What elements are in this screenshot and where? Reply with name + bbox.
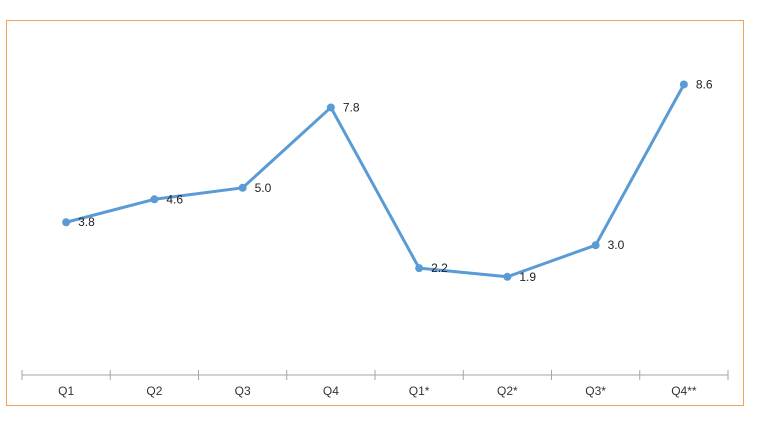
data-point xyxy=(679,80,688,89)
x-tick-label: Q2 xyxy=(146,384,162,398)
data-label: 7.8 xyxy=(343,100,360,114)
x-tick-label: Q1* xyxy=(409,384,430,398)
data-points xyxy=(62,80,688,281)
data-label: 1.9 xyxy=(519,270,536,284)
data-label: 4.6 xyxy=(166,192,183,206)
data-point xyxy=(415,264,424,273)
x-tick-label: Q4** xyxy=(671,384,697,398)
data-point xyxy=(326,103,335,112)
data-point xyxy=(150,195,159,204)
data-point xyxy=(503,272,512,281)
x-tick-label: Q3 xyxy=(235,384,251,398)
data-label: 8.6 xyxy=(696,77,713,91)
series-line-layer xyxy=(64,82,686,279)
data-point xyxy=(238,183,247,192)
data-label: 3.8 xyxy=(78,215,95,229)
x-tick-label: Q4 xyxy=(323,384,339,398)
data-point xyxy=(591,241,600,250)
data-label: 3.0 xyxy=(608,238,625,252)
data-label: 5.0 xyxy=(255,181,272,195)
data-label: 2.2 xyxy=(431,261,448,275)
chart-frame xyxy=(6,20,744,406)
x-tick-label: Q3* xyxy=(585,384,606,398)
x-tick-label: Q2* xyxy=(497,384,518,398)
x-tick-label: Q1 xyxy=(58,384,74,398)
data-point xyxy=(62,218,71,227)
series-line xyxy=(64,82,686,279)
data-labels: 3.8 4.6 5.0 7.8 2.2 1.9 3.0 8.6 xyxy=(78,77,713,283)
x-axis: Q1 Q2 Q3 Q4 Q1* Q2* Q3* Q4** xyxy=(21,370,729,398)
